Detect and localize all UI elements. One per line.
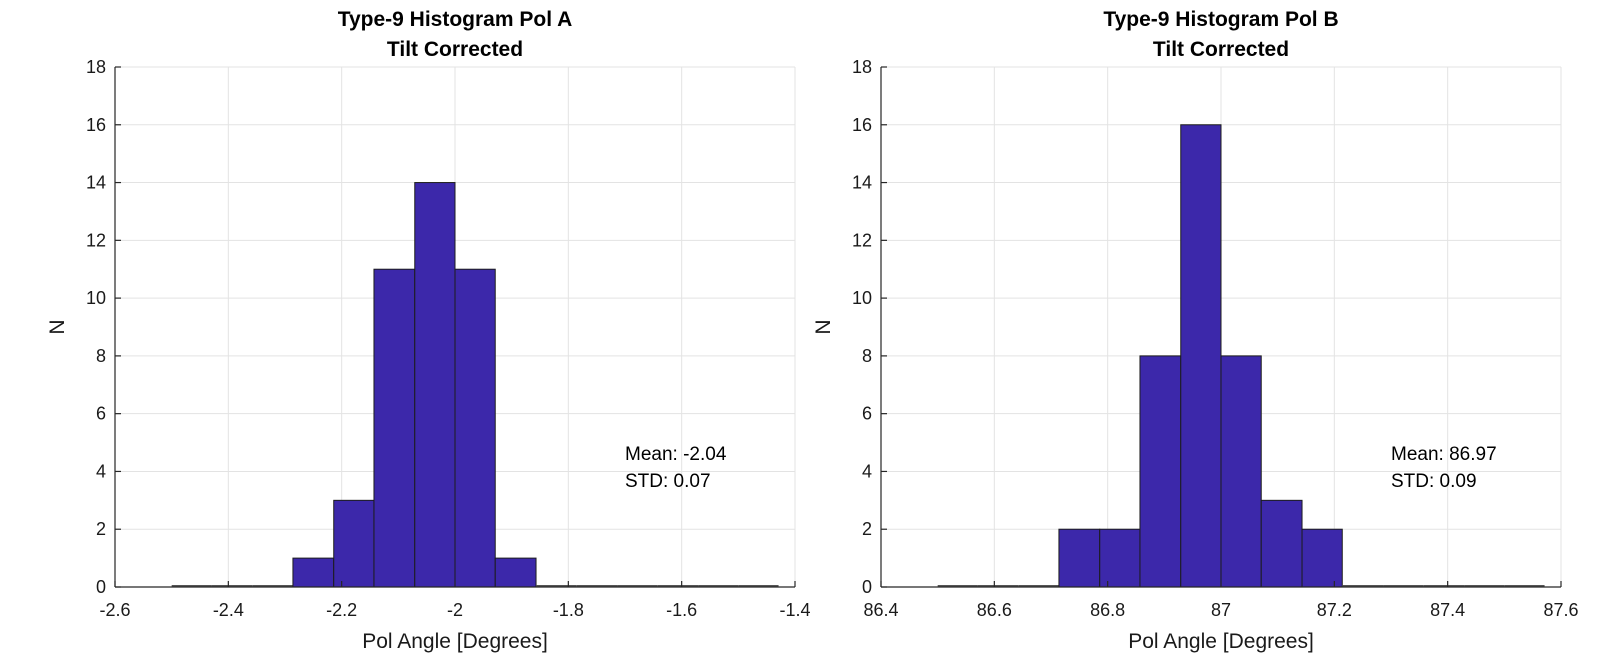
std-annotation: STD: 0.09 [1391, 471, 1477, 492]
y-tick-label: 2 [862, 519, 872, 539]
histogram-bar [333, 499, 375, 588]
x-tick-label: 87.6 [1543, 600, 1578, 620]
x-tick-label: 86.6 [977, 600, 1012, 620]
x-tick-label: -2 [447, 600, 463, 620]
x-tick-label: 87 [1211, 600, 1231, 620]
x-axis-label: Pol Angle [Degrees] [362, 630, 548, 653]
chart-subtitle: Tilt Corrected [387, 38, 523, 61]
histogram-bar [1260, 499, 1303, 588]
histogram-bar [414, 182, 456, 588]
histogram-bar [373, 268, 416, 588]
chart-title: Type-9 Histogram Pol A [338, 8, 573, 31]
histogram-bar [454, 268, 496, 588]
y-tick-label: 16 [86, 115, 106, 135]
x-axis-label: Pol Angle [Degrees] [1128, 630, 1314, 653]
x-tick-label: -1.6 [666, 600, 697, 620]
histogram-bar [292, 557, 335, 588]
chart-subtitle: Tilt Corrected [1153, 38, 1289, 61]
histogram-bar [1139, 355, 1182, 588]
y-tick-label: 4 [862, 461, 872, 481]
chart-panel-2: 86.4 86.6 86.8 87 87.2 87.4 87.6 0 2 4 6 8 10 12 14 16 1… [812, 8, 1579, 653]
x-tick-label: 86.8 [1090, 600, 1125, 620]
y-axis-label: N [812, 319, 835, 334]
y-tick-label: 14 [86, 173, 106, 193]
mean-annotation: Mean: -2.04 [625, 444, 727, 465]
y-tick-label: 10 [86, 288, 106, 308]
x-tick-label: -2.6 [99, 600, 130, 620]
y-tick-label: 8 [862, 346, 872, 366]
x-tick-label: -2.2 [326, 600, 357, 620]
histogram-bar [1180, 124, 1222, 588]
y-tick-label: 4 [96, 461, 106, 481]
histogram-bar [1099, 528, 1141, 588]
y-tick-label: 14 [852, 173, 872, 193]
histogram-bar [1220, 355, 1262, 588]
x-tick-label: -1.4 [779, 600, 810, 620]
std-annotation: STD: 0.07 [625, 471, 711, 492]
chart-panel-1: -2.6 -2.4 -2.2 -2 -1.8 -1.6 -1.4 0 2 4 6 8 10 12 14 16 1… [46, 8, 811, 653]
y-axis-label: N [46, 319, 69, 334]
y-tick-label: 18 [852, 57, 872, 77]
y-tick-label: 0 [862, 577, 872, 597]
y-tick-label: 2 [96, 519, 106, 539]
y-tick-label: 18 [86, 57, 106, 77]
y-tick-label: 10 [852, 288, 872, 308]
x-tick-label: -2.4 [213, 600, 244, 620]
histogram-bar [1301, 528, 1343, 588]
y-tick-label: 6 [96, 404, 106, 424]
y-tick-label: 8 [96, 346, 106, 366]
y-tick-label: 0 [96, 577, 106, 597]
x-tick-label: 87.2 [1317, 600, 1352, 620]
y-tick-label: 12 [86, 230, 106, 250]
y-tick-label: 16 [852, 115, 872, 135]
mean-annotation: Mean: 86.97 [1391, 444, 1497, 465]
y-tick-label: 12 [852, 230, 872, 250]
histogram-bar [494, 557, 537, 588]
x-tick-label: -1.8 [553, 600, 584, 620]
chart-title: Type-9 Histogram Pol B [1103, 8, 1338, 31]
y-tick-label: 6 [862, 404, 872, 424]
x-tick-label: 86.4 [863, 600, 898, 620]
histogram-bar [1058, 528, 1101, 588]
x-tick-label: 87.4 [1430, 600, 1465, 620]
